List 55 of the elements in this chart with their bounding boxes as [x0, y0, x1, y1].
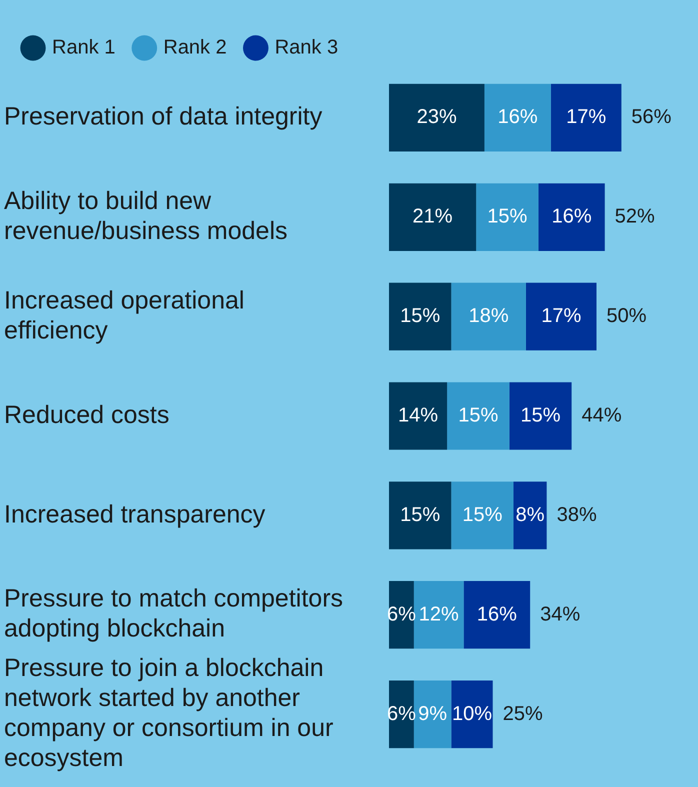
bar [447, 382, 510, 450]
legend-label: Rank 1 [52, 36, 116, 59]
data-label: 16% [552, 206, 592, 228]
y-tick-label: Increased operational efficiency [4, 286, 244, 344]
bar [389, 282, 452, 350]
y-tick-label: Increased transparency [4, 500, 266, 528]
total-label: 25% [502, 702, 543, 725]
y-tick-label: Preservation of data integrity [4, 102, 323, 131]
data-label: 16% [498, 106, 538, 128]
bar [550, 84, 622, 152]
bar [414, 581, 464, 649]
data-label: 15% [400, 504, 440, 526]
bar [451, 482, 514, 550]
data-label: 10% [452, 702, 492, 725]
y-tick-label: Pressure to match competitors adopting blockchain [4, 584, 344, 643]
bar [389, 84, 484, 152]
data-label: 15% [400, 305, 440, 328]
total-label: 50% [606, 305, 647, 328]
y-tick-label: Reduced costs [4, 400, 170, 429]
data-label: 15% [520, 404, 561, 427]
total-label: 34% [540, 603, 580, 626]
bar [451, 282, 526, 350]
y-tick-label: Pressure to join a blockchain network started by another company or consortium in our ecosystem [4, 654, 334, 772]
data-label: 21% [412, 206, 453, 228]
bar [464, 581, 530, 649]
data-label: 8% [516, 504, 545, 526]
data-label: 17% [566, 106, 606, 128]
data-label: 23% [416, 106, 457, 128]
data-label: 12% [418, 603, 460, 626]
data-label: 15% [487, 206, 528, 228]
bar [414, 680, 452, 748]
data-label: 17% [541, 305, 582, 328]
data-label: 18% [468, 305, 509, 328]
data-label: 14% [398, 404, 438, 427]
legend-label: Rank 3 [274, 36, 338, 59]
bar [526, 282, 596, 350]
bar [389, 482, 452, 550]
bar [389, 183, 476, 251]
bar [476, 183, 538, 251]
total-label: 44% [582, 404, 622, 427]
total-label: 52% [614, 206, 656, 228]
bar [451, 680, 493, 748]
legend-label: Rank 2 [163, 36, 227, 59]
total-label: 38% [556, 504, 597, 526]
bar [509, 382, 572, 450]
total-label: 56% [631, 106, 672, 128]
data-label: 15% [462, 504, 503, 526]
bar [538, 183, 605, 251]
y-tick-label: Ability to build new revenue/business models [4, 187, 288, 246]
bar [484, 84, 551, 152]
data-label: 15% [458, 404, 498, 427]
bar [514, 482, 547, 550]
data-label: 16% [476, 603, 518, 626]
bar [389, 382, 448, 450]
data-label: 9% [418, 702, 448, 725]
